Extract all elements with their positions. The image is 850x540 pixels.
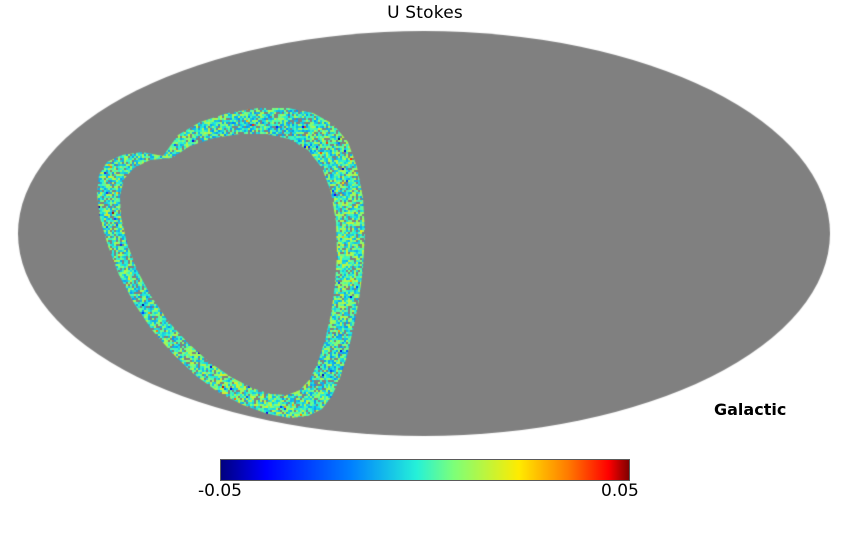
colorbar-min-tick-label: -0.05 <box>198 481 242 501</box>
colorbar-max-tick-label: 0.05 <box>601 481 639 501</box>
colorbar <box>220 459 630 481</box>
sky-map-canvas <box>0 0 850 450</box>
coordinate-system-label: Galactic <box>714 400 787 419</box>
colorbar-gradient <box>220 459 630 481</box>
